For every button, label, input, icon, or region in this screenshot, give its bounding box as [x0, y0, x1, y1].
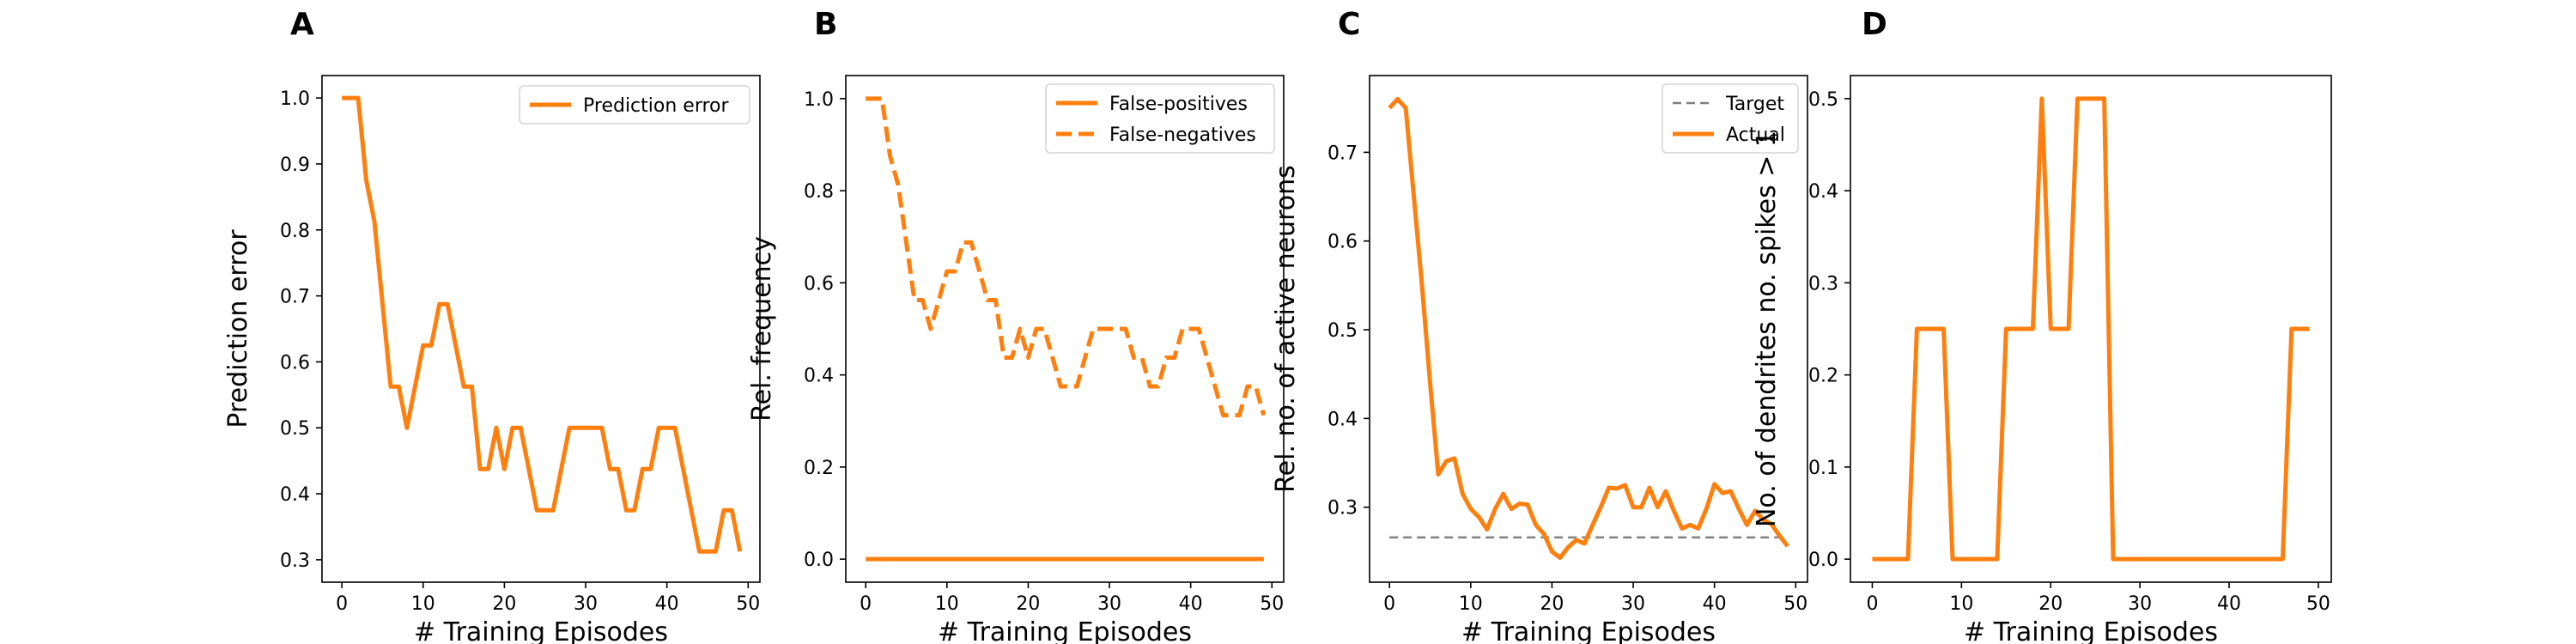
x-tick-label: 0: [336, 593, 348, 615]
y-tick-label: 0.2: [804, 458, 834, 479]
x-tick-label: 10: [935, 593, 959, 615]
x-tick-label: 0: [860, 593, 872, 615]
y-tick-label: 0.5: [1327, 320, 1358, 342]
x-tick-label: 10: [1949, 593, 1973, 615]
legend-frame: [519, 85, 750, 125]
y-tick-label: 0.4: [1327, 409, 1358, 430]
x-tick-label: 40: [655, 593, 679, 615]
y-tick-label: 1.0: [804, 89, 834, 111]
y-axis-label: Rel. frequency: [747, 236, 777, 422]
y-tick-label: 0.5: [280, 418, 310, 440]
y-tick-label: 0.7: [280, 287, 310, 308]
y-tick-label: 0.8: [280, 221, 310, 242]
legend-entry: Prediction error: [583, 95, 729, 117]
y-tick-label: 0.0: [804, 550, 834, 571]
y-tick-label: 1.0: [280, 88, 310, 110]
legend-entry: False-positives: [1109, 94, 1248, 115]
y-tick-label: 0.6: [280, 352, 310, 374]
x-tick-label: 0: [1383, 593, 1395, 615]
panel-a: A 0 10 20 30 40 50 0.3 0.4 0.5 0.6 0.7 0.8 0.9 1.0 # Tr…: [223, 7, 761, 644]
x-axis-label: # Training Episodes: [1964, 617, 2218, 644]
legend-entry: Actual: [1726, 125, 1785, 146]
axes-frame: [1369, 75, 1808, 583]
panel-d: D 0 10 20 30 40 50 0.0 0.1 0.2 0.3 0.4 0.5 # Training…: [1752, 7, 2332, 644]
y-tick-label: 0.3: [1808, 273, 1838, 295]
x-tick-label: 20: [2038, 593, 2063, 615]
y-tick-label: 0.4: [804, 366, 834, 387]
series-line-data: [1872, 96, 2310, 562]
y-tick-label: 0.4: [1808, 181, 1838, 203]
x-tick-label: 30: [574, 593, 598, 615]
x-tick-label: 30: [1621, 593, 1645, 615]
y-tick-label: 0.0: [1808, 550, 1838, 571]
panel-letter: D: [1862, 7, 1887, 42]
y-tick-label: 0.2: [1808, 366, 1838, 387]
y-axis-label: Prediction error: [223, 229, 253, 428]
x-tick-label: 20: [1016, 593, 1040, 615]
x-tick-label: 50: [2306, 593, 2330, 615]
x-axis-label: # Training Episodes: [1461, 617, 1716, 644]
x-tick-label: 50: [1783, 593, 1807, 615]
y-tick-label: 0.3: [1327, 498, 1358, 519]
x-tick-label: 40: [1179, 593, 1203, 615]
y-axis-label: Rel. no. of active neurons: [1271, 165, 1301, 493]
x-tick-label: 20: [1540, 593, 1564, 615]
y-tick-label: 0.4: [280, 484, 310, 506]
y-tick-label: 0.5: [1808, 89, 1838, 111]
y-tick-label: 0.3: [280, 550, 310, 572]
axes-frame: [1850, 75, 2332, 583]
series-line-actual: [1388, 96, 1789, 561]
x-tick-label: 20: [492, 593, 516, 615]
x-tick-label: 0: [1866, 593, 1878, 615]
y-tick-label: 0.6: [1327, 232, 1358, 253]
y-axis-label: No. of dendrites no. spikes > 1: [1752, 131, 1782, 527]
x-tick-label: 40: [1703, 593, 1727, 615]
x-tick-label: 30: [1097, 593, 1121, 615]
x-tick-label: 10: [411, 593, 435, 615]
x-axis-label: # Training Episodes: [414, 617, 668, 644]
legend-entry: False-negatives: [1109, 125, 1256, 146]
x-tick-label: 30: [2128, 593, 2152, 615]
panel-letter: A: [290, 7, 314, 42]
y-tick-label: 0.6: [804, 273, 834, 295]
series-line-prediction-error: [342, 95, 743, 554]
x-tick-label: 50: [1260, 593, 1284, 615]
axes-frame: [321, 75, 761, 583]
y-tick-label: 0.9: [280, 155, 310, 176]
y-tick-label: 0.8: [804, 181, 834, 203]
x-tick-label: 40: [2217, 593, 2241, 615]
legend: Prediction error: [519, 85, 750, 125]
y-tick-label: 0.7: [1327, 143, 1358, 164]
axes-frame: [845, 75, 1285, 583]
legend-entry: Target: [1725, 94, 1784, 115]
x-axis-label: # Training Episodes: [938, 617, 1192, 644]
x-tick-label: 50: [736, 593, 760, 615]
legend: False-positives False-negatives: [1045, 83, 1275, 154]
panel-letter: B: [814, 7, 837, 42]
x-tick-label: 10: [1459, 593, 1483, 615]
legend-frame: [1045, 83, 1275, 154]
panel-letter: C: [1338, 7, 1360, 42]
y-tick-label: 0.1: [1808, 458, 1838, 479]
series-line-false-negatives: [866, 96, 1267, 418]
legend: Target Actual: [1662, 83, 1799, 154]
panel-c: C 0 10 20 30 40 50 0.3 0.4 0.5 0.6 0.7 # Training Ep…: [1271, 7, 1808, 644]
panel-b: B 0 10 20 30 40 50 0.0 0.2 0.4 0.6 0.8 1.0 # Training…: [747, 7, 1285, 644]
